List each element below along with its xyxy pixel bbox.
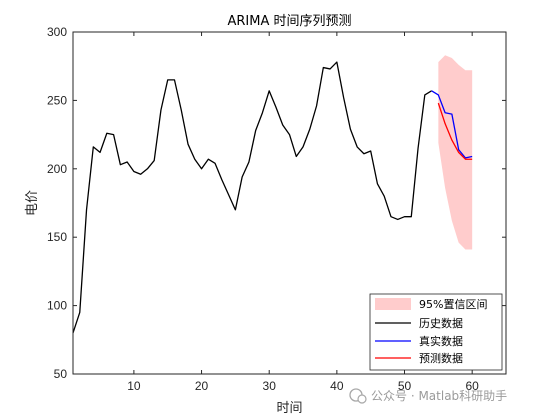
legend-label-forecast: 预测数据 <box>419 351 463 365</box>
x-tick-label: 40 <box>330 379 344 393</box>
y-tick-label: 200 <box>47 162 67 176</box>
confidence-band-layer <box>438 55 473 250</box>
history-line <box>72 61 432 334</box>
legend-label-confidence-band: 95%置信区间 <box>419 298 487 311</box>
wechat-icon-bubble <box>357 394 367 404</box>
ticks-layer: 10 20 30 40 50 60 50 100 150 200 250 300 <box>47 25 506 393</box>
y-tick-label: 50 <box>54 367 68 381</box>
watermark-text: 公众号 · Matlab科研助手 <box>371 389 507 403</box>
y-tick-label: 250 <box>47 93 67 107</box>
y-axis-label: 电价 <box>25 190 40 216</box>
confidence-band <box>438 55 473 250</box>
chart-title: ARIMA 时间序列预测 <box>227 14 351 29</box>
plot-frame <box>72 31 507 375</box>
y-tick-label: 150 <box>47 230 67 244</box>
series-layer <box>72 61 473 334</box>
legend-label-history: 历史数据 <box>419 316 463 330</box>
legend-swatch-confidence-band <box>375 298 411 310</box>
legend: 95%置信区间 历史数据 真实数据 预测数据 <box>369 293 503 371</box>
x-tick-label: 10 <box>127 379 141 393</box>
y-tick-label: 300 <box>47 25 67 39</box>
x-tick-label: 30 <box>263 379 277 393</box>
forecast-line <box>437 102 473 160</box>
y-tick-label: 100 <box>47 299 67 313</box>
actual-line <box>431 90 473 159</box>
x-axis-label: 时间 <box>276 401 302 416</box>
x-tick-label: 60 <box>465 379 479 393</box>
x-tick-label: 50 <box>398 379 412 393</box>
watermark: 公众号 · Matlab科研助手 <box>349 388 507 404</box>
legend-label-actual: 真实数据 <box>419 334 463 348</box>
x-tick-label: 20 <box>195 379 209 393</box>
